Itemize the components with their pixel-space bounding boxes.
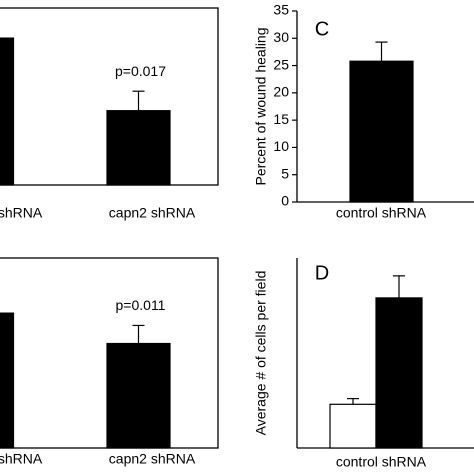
- x-tick-label: capn2 shRNA: [109, 205, 196, 221]
- panel-label: C: [315, 18, 329, 40]
- panel-label-bg: [311, 261, 333, 287]
- y-tick-label: 30: [273, 29, 289, 45]
- panel-label: D: [315, 262, 329, 284]
- bar: [0, 312, 15, 449]
- y-tick-label: 10: [273, 138, 289, 154]
- plot-frame: [0, 7, 219, 186]
- p-value-annotation: p=0.011: [116, 297, 166, 313]
- bar: [375, 297, 423, 449]
- x-tick-label: shRNA: [0, 451, 43, 467]
- y-axis-label: Average # of cells per field: [253, 271, 269, 436]
- y-tick-label: 20: [273, 84, 289, 100]
- bar: [106, 342, 171, 449]
- bar: [106, 110, 171, 186]
- x-tick-label: shRNA: [0, 205, 43, 221]
- y-axis-label: Percent of wound healing: [253, 28, 269, 186]
- plot-frame: [0, 257, 219, 449]
- x-tick-label: control shRNA: [336, 205, 427, 221]
- bar: [329, 403, 377, 449]
- y-tick-label: 15: [273, 111, 289, 127]
- bar: [0, 37, 15, 186]
- p-value-annotation: p=0.017: [115, 63, 166, 79]
- x-tick-label: capn2 shRNA: [109, 451, 196, 467]
- y-tick-label: 35: [273, 2, 289, 18]
- y-tick-label: 25: [273, 56, 289, 72]
- y-tick-label: 0: [281, 193, 289, 209]
- bar: [349, 60, 414, 203]
- y-tick-label: 5: [281, 165, 289, 181]
- panel-label-bg: [311, 17, 333, 43]
- x-tick-label: control shRNA: [336, 454, 427, 470]
